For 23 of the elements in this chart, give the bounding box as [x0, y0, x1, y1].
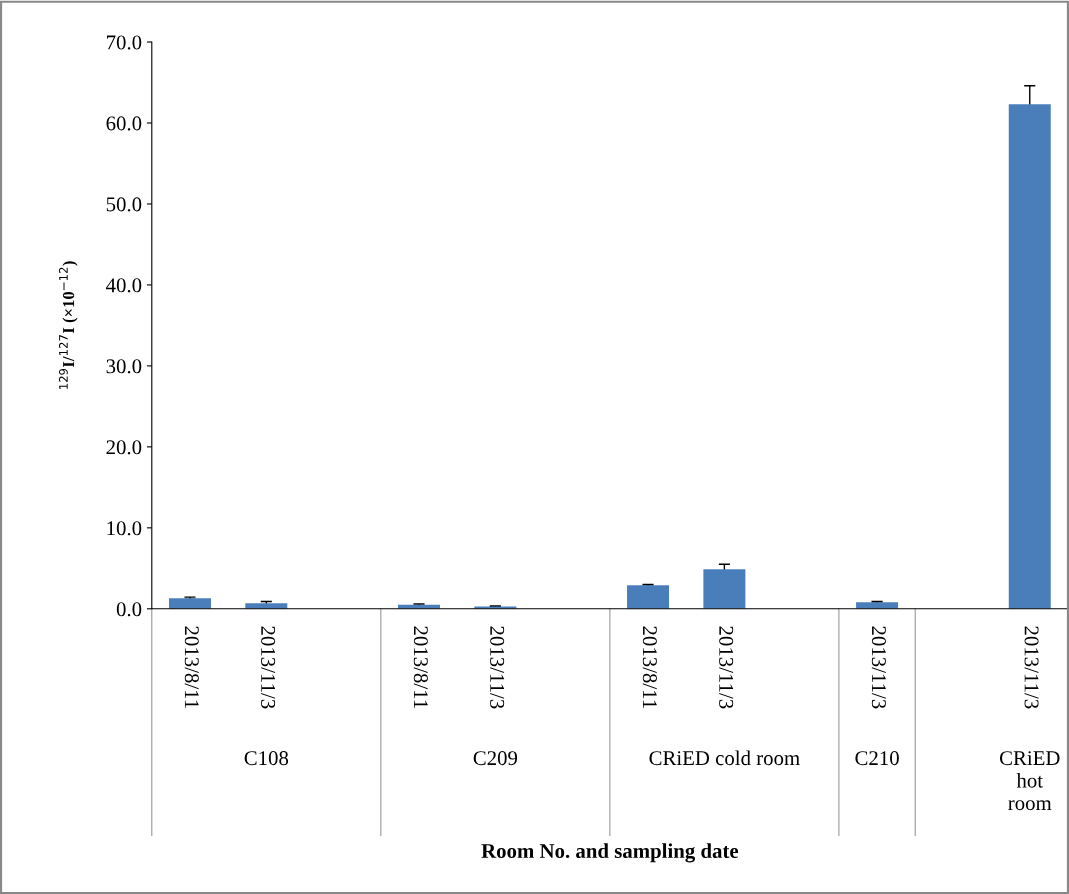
y-tick-label: 60.0 [106, 116, 142, 131]
y-tick-label: 40.0 [106, 278, 142, 293]
text: CRiED hot room [999, 751, 1060, 811]
text: C209 [473, 751, 518, 766]
x-tick-label: 2013/8/11 [413, 626, 428, 708]
text: C108 [244, 751, 289, 766]
x-tick-label: 2013/11/3 [1024, 626, 1039, 709]
text: C210 [855, 751, 899, 766]
x-tick-label: 2013/11/3 [719, 626, 734, 709]
y-tick-label: 50.0 [106, 197, 142, 212]
text: Room No. and sampling date [481, 843, 739, 863]
x-tick-label: 2013/11/3 [261, 626, 276, 709]
y-tick-label: 70.0 [106, 35, 142, 50]
y-axis-title: $^{129}$I/$^{127}$I (×10$^{−12}$) [59, 261, 78, 389]
y-tick-label: 0.0 [116, 602, 142, 617]
x-tick-label: 2013/11/3 [490, 626, 505, 709]
x-tick-label: 2013/8/11 [642, 626, 657, 708]
y-tick-label: 30.0 [106, 359, 142, 374]
x-tick-label: 2013/11/3 [871, 626, 886, 709]
text: CRiED cold room [649, 750, 800, 766]
y-tick-label: 10.0 [107, 521, 142, 536]
y-tick-label: 20.0 [106, 440, 142, 455]
x-tick-label: 2013/8/11 [184, 626, 199, 708]
